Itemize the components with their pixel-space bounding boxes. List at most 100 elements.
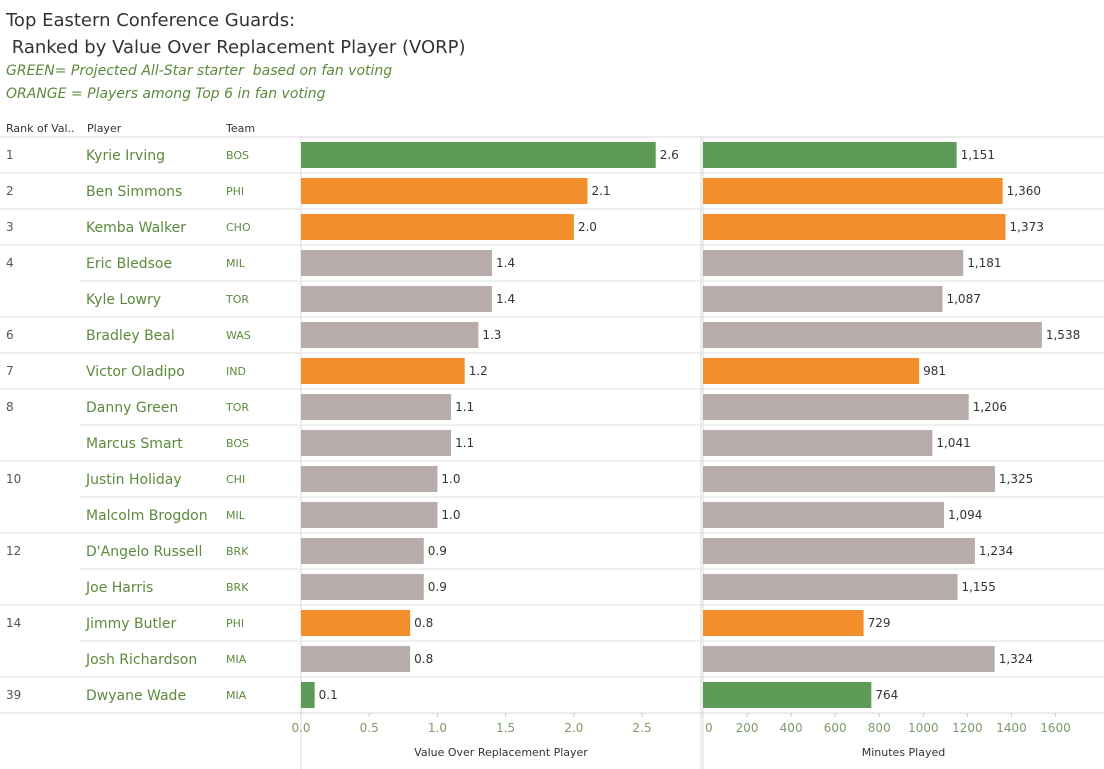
legend-note-orange: ORANGE = Players among Top 6 in fan voti… xyxy=(6,86,326,102)
team-label: TOR xyxy=(225,293,249,306)
minutes-axis-tick-label: 400 xyxy=(780,721,803,735)
minutes-bar[interactable] xyxy=(703,394,969,420)
vorp-bar[interactable] xyxy=(301,502,438,528)
minutes-bar[interactable] xyxy=(703,466,995,492)
player-name[interactable]: Kemba Walker xyxy=(86,220,186,236)
rank-label: 7 xyxy=(6,364,14,378)
vorp-bar[interactable] xyxy=(301,358,465,384)
minutes-value-label: 1,151 xyxy=(961,148,995,162)
chart-title-line-1: Top Eastern Conference Guards: xyxy=(6,10,296,31)
vorp-bar[interactable] xyxy=(301,214,574,240)
minutes-value-label: 764 xyxy=(875,688,898,702)
player-name[interactable]: Jimmy Butler xyxy=(85,616,176,632)
vorp-value-label: 2.6 xyxy=(660,148,679,162)
minutes-bar[interactable] xyxy=(703,430,933,456)
minutes-value-label: 1,155 xyxy=(961,580,995,594)
minutes-bar[interactable] xyxy=(703,142,957,168)
minutes-bar[interactable] xyxy=(703,538,975,564)
team-label: MIL xyxy=(226,509,246,522)
team-label: MIA xyxy=(226,689,247,702)
chart-title-line-2: Ranked by Value Over Replacement Player … xyxy=(6,37,466,58)
vorp-value-label: 1.2 xyxy=(469,364,488,378)
player-name[interactable]: D'Angelo Russell xyxy=(86,544,202,560)
rank-column-header[interactable]: Rank of Val.. xyxy=(6,122,75,135)
vorp-value-label: 0.9 xyxy=(428,580,447,594)
team-label: BOS xyxy=(226,149,249,162)
vorp-bar[interactable] xyxy=(301,322,479,348)
player-name[interactable]: Kyle Lowry xyxy=(86,292,161,308)
player-name[interactable]: Justin Holiday xyxy=(85,472,182,488)
minutes-bar[interactable] xyxy=(703,646,995,672)
player-name[interactable]: Victor Oladipo xyxy=(86,364,185,380)
team-label: IND xyxy=(226,365,246,378)
vorp-bar[interactable] xyxy=(301,610,411,636)
vorp-bar[interactable] xyxy=(301,646,411,672)
minutes-bar[interactable] xyxy=(703,250,964,276)
player-name[interactable]: Malcolm Brogdon xyxy=(86,508,208,524)
vorp-value-label: 1.4 xyxy=(496,292,515,306)
player-name[interactable]: Marcus Smart xyxy=(86,436,183,452)
vorp-bar[interactable] xyxy=(301,682,315,708)
team-label: MIA xyxy=(226,653,247,666)
vorp-value-label: 1.0 xyxy=(441,472,460,486)
vorp-axis-tick-label: 0.0 xyxy=(291,721,310,735)
player-name[interactable]: Eric Bledsoe xyxy=(86,256,172,272)
rank-label: 1 xyxy=(6,148,14,162)
vorp-axis-tick-label: 2.5 xyxy=(633,721,652,735)
vorp-axis-tick-label: 1.5 xyxy=(496,721,515,735)
minutes-value-label: 1,181 xyxy=(967,256,1001,270)
minutes-bar[interactable] xyxy=(703,610,864,636)
minutes-value-label: 981 xyxy=(923,364,946,378)
vorp-value-label: 1.3 xyxy=(482,328,501,342)
vorp-value-label: 2.0 xyxy=(578,220,597,234)
rank-label: 14 xyxy=(6,616,21,630)
minutes-value-label: 1,041 xyxy=(936,436,970,450)
minutes-bar[interactable] xyxy=(703,322,1042,348)
vorp-bar[interactable] xyxy=(301,430,452,456)
minutes-bar[interactable] xyxy=(703,358,920,384)
minutes-value-label: 1,234 xyxy=(979,544,1013,558)
minutes-bar[interactable] xyxy=(703,574,958,600)
player-name[interactable]: Bradley Beal xyxy=(86,328,175,344)
vorp-bar[interactable] xyxy=(301,466,438,492)
rank-label: 12 xyxy=(6,544,21,558)
vorp-bar[interactable] xyxy=(301,286,492,312)
rank-label: 10 xyxy=(6,472,21,486)
player-name[interactable]: Danny Green xyxy=(86,400,178,416)
rank-label: 4 xyxy=(6,256,14,270)
minutes-bar[interactable] xyxy=(703,178,1003,204)
player-name[interactable]: Josh Richardson xyxy=(85,652,197,668)
vorp-bar[interactable] xyxy=(301,250,492,276)
player-name[interactable]: Dwyane Wade xyxy=(86,688,186,704)
player-name[interactable]: Ben Simmons xyxy=(86,184,182,200)
vorp-axis-tick-label: 2.0 xyxy=(564,721,583,735)
team-label: BRK xyxy=(226,545,249,558)
player-column-header[interactable]: Player xyxy=(87,122,122,135)
minutes-bar[interactable] xyxy=(703,214,1006,240)
vorp-bar[interactable] xyxy=(301,142,656,168)
minutes-bar[interactable] xyxy=(703,502,945,528)
team-label: CHO xyxy=(226,221,251,234)
player-name[interactable]: Kyrie Irving xyxy=(86,148,165,164)
minutes-axis-tick-label: 200 xyxy=(736,721,759,735)
minutes-bar[interactable] xyxy=(703,682,872,708)
vorp-value-label: 1.1 xyxy=(455,436,474,450)
vorp-bar[interactable] xyxy=(301,538,424,564)
minutes-value-label: 1,206 xyxy=(973,400,1007,414)
vorp-bar[interactable] xyxy=(301,394,452,420)
minutes-axis-tick-label: 600 xyxy=(824,721,847,735)
minutes-bar[interactable] xyxy=(703,286,943,312)
team-label: BOS xyxy=(226,437,249,450)
rank-label: 2 xyxy=(6,184,14,198)
minutes-value-label: 1,087 xyxy=(946,292,980,306)
minutes-axis-title: Minutes Played xyxy=(862,746,946,759)
team-label: PHI xyxy=(226,185,244,198)
vorp-bar[interactable] xyxy=(301,178,588,204)
vorp-axis-tick-label: 1.0 xyxy=(428,721,447,735)
player-name[interactable]: Joe Harris xyxy=(85,580,153,596)
vorp-value-label: 1.0 xyxy=(441,508,460,522)
vorp-bar[interactable] xyxy=(301,574,424,600)
rank-label: 8 xyxy=(6,400,14,414)
team-column-header[interactable]: Team xyxy=(226,122,256,135)
